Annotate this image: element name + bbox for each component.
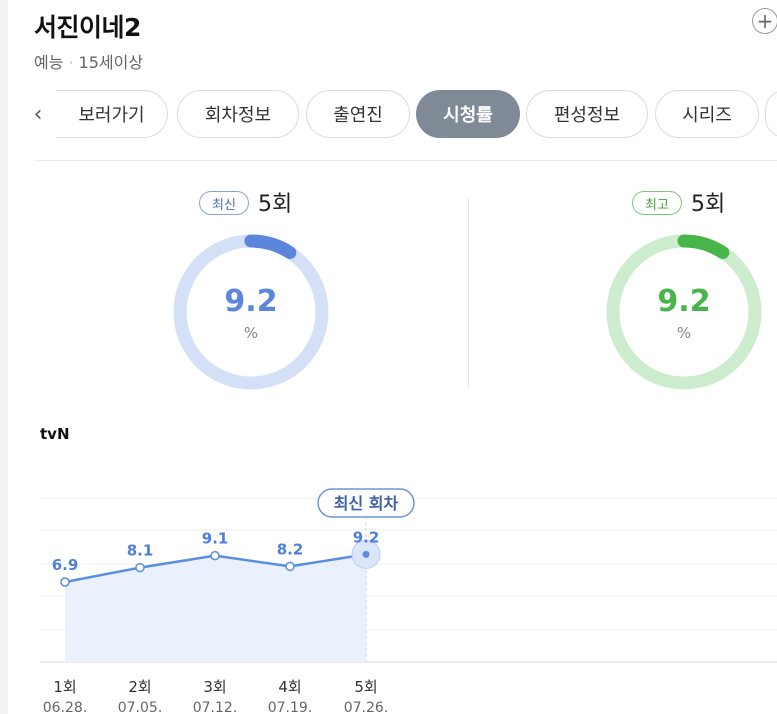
tab-schedule[interactable]: 편성정보 [526, 90, 648, 138]
highest-rating-donut [606, 234, 762, 390]
x-tick-label: 3회 [203, 678, 226, 696]
genre-label: 예능 [34, 53, 64, 72]
highest-episode: 5회 [691, 192, 726, 217]
data-point [60, 577, 70, 587]
tab-episode-info[interactable]: 회차정보 [177, 90, 299, 138]
series-area [65, 554, 366, 662]
latest-rating-donut [173, 234, 329, 390]
latest-rating-value: 9.2 [224, 284, 278, 319]
ratings-line-chart: 6.9 1회 06.28. 8.1 2회 07.05. 9.1 3회 07.12. 8.2 4회 07… [40, 488, 777, 714]
latest-episode: 5회 [258, 192, 293, 217]
x-tick-date: 07.05. [118, 700, 163, 714]
x-tick-label: 1회 [53, 678, 76, 696]
plus-circle-icon[interactable]: + [752, 8, 777, 34]
tab-cast[interactable]: 출연진 [306, 90, 410, 138]
x-tick-date: 07.12. [193, 700, 238, 714]
program-meta: 예능 · 15세이상 [34, 49, 143, 73]
latest-rating-unit: % [243, 324, 259, 342]
tab-ratings[interactable]: 시청률 [416, 90, 520, 138]
latest-episode-callout [317, 488, 415, 518]
data-point [362, 550, 370, 558]
page-left-edge [0, 0, 8, 714]
x-tick-label: 4회 [278, 678, 301, 696]
data-label: 8.2 [277, 540, 304, 558]
data-label: 9.2 [353, 528, 380, 546]
page-title: 서진이네2 [34, 13, 141, 42]
separator-dot: · [68, 53, 74, 72]
summary-divider [468, 198, 469, 388]
data-point [135, 562, 145, 573]
age-rating-label: 15세이상 [78, 53, 144, 72]
x-tick-date: 06.28. [43, 700, 88, 714]
x-tick-label: 5회 [354, 678, 377, 696]
data-point [210, 550, 220, 561]
data-label: 8.1 [127, 542, 154, 560]
channel-label: tvN [40, 425, 70, 443]
x-tick-date: 07.19. [268, 700, 313, 714]
tab-more-partial[interactable] [765, 90, 777, 138]
highest-rating-value: 9.2 [657, 284, 711, 319]
x-tick-date: 07.26. [344, 700, 389, 714]
data-point [285, 561, 295, 572]
latest-badge: 최신 [199, 191, 249, 215]
data-label: 9.1 [202, 530, 229, 548]
highest-badge: 최고 [632, 191, 682, 215]
x-tick-label: 2회 [128, 678, 151, 696]
latest-episode-callout-label: 최신 회차 [334, 494, 399, 513]
chevron-left-icon[interactable]: ‹ [33, 101, 43, 127]
tab-watch[interactable]: 보러가기 [56, 90, 168, 138]
latest-donut-arc [173, 234, 329, 390]
data-label: 6.9 [52, 556, 79, 574]
highest-rating-unit: % [676, 324, 692, 342]
tab-series[interactable]: 시리즈 [655, 90, 759, 138]
section-divider [34, 160, 777, 161]
highest-donut-arc [606, 234, 762, 390]
